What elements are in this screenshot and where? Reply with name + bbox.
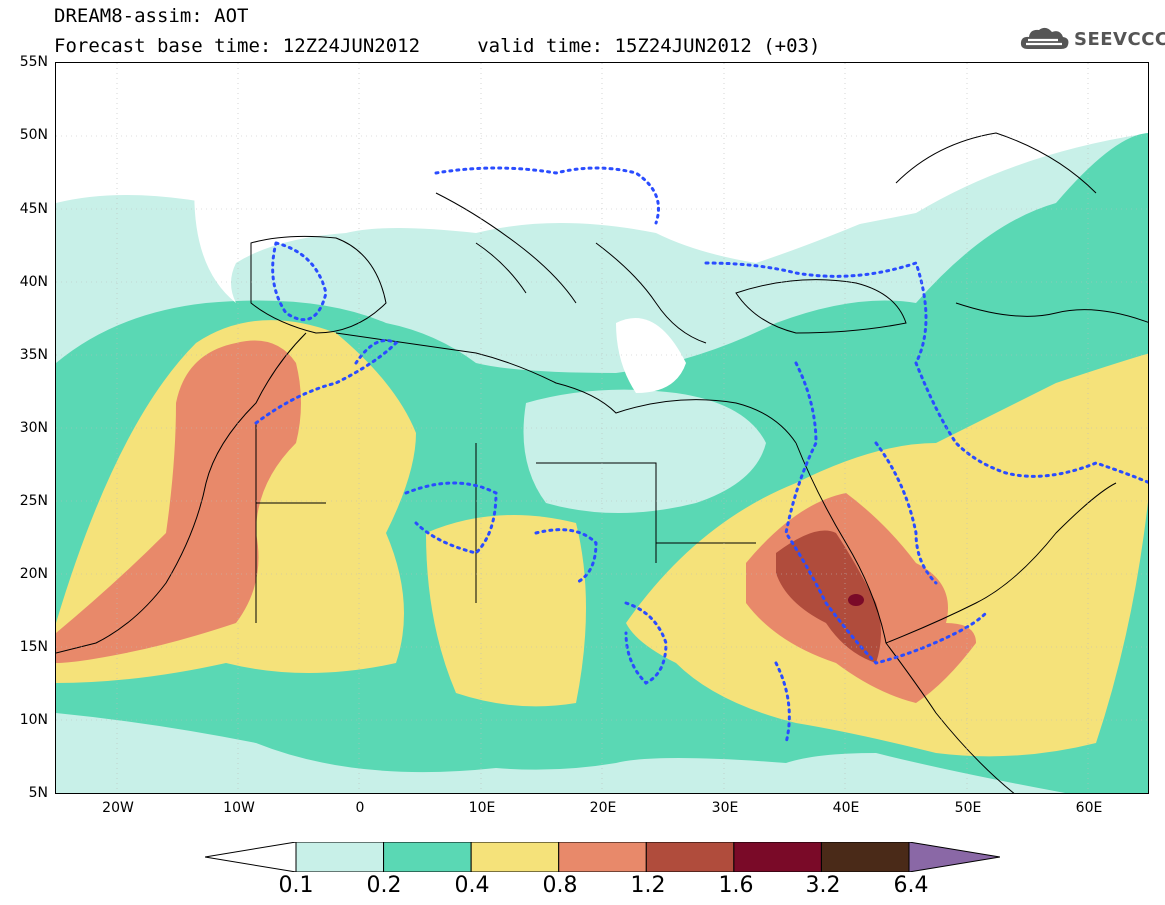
lon-tick-label: 0 bbox=[355, 800, 365, 816]
dotted-contours bbox=[254, 166, 1148, 745]
lon-tick-label: 20W bbox=[102, 800, 134, 816]
colorbar-swatch bbox=[383, 842, 472, 872]
lat-tick-label: 20N bbox=[19, 566, 48, 582]
colorbar-swatch bbox=[733, 842, 822, 872]
colorbar-level-label: 0.2 bbox=[366, 873, 402, 898]
colorbar-level-label: 0.4 bbox=[454, 873, 490, 898]
forecast-time-subtitle: Forecast base time: 12Z24JUN2012 valid t… bbox=[54, 35, 821, 57]
colorbar-level-label: 1.6 bbox=[718, 873, 754, 898]
aot-band-1.2 bbox=[776, 530, 881, 663]
aot-map bbox=[55, 62, 1149, 794]
lat-tick-label: 45N bbox=[19, 201, 48, 217]
aot-patch bbox=[523, 389, 766, 513]
aot-patch bbox=[616, 318, 686, 393]
colorbar-swatch bbox=[470, 842, 560, 872]
colorbar bbox=[205, 842, 1000, 872]
lat-tick-label: 5N bbox=[28, 785, 48, 801]
lon-tick-label: 40E bbox=[832, 800, 860, 816]
seevccc-logo: SEEVCCC bbox=[1018, 24, 1165, 54]
colorbar-lower-arrow bbox=[205, 842, 297, 872]
aot-band-1.6 bbox=[848, 594, 864, 606]
lat-tick-label: 40N bbox=[19, 274, 48, 290]
lat-tick-label: 55N bbox=[19, 54, 48, 70]
colorbar-level-label: 6.4 bbox=[893, 873, 929, 898]
colorbar-level-label: 0.1 bbox=[278, 873, 314, 898]
lat-tick-label: 15N bbox=[19, 639, 48, 655]
aot-patch bbox=[426, 515, 586, 707]
lat-tick-label: 50N bbox=[19, 127, 48, 143]
colorbar-swatch bbox=[820, 842, 910, 872]
colorbar-level-label: 1.2 bbox=[630, 873, 666, 898]
lon-tick-label: 60E bbox=[1075, 800, 1103, 816]
logo-text: SEEVCCC bbox=[1074, 28, 1165, 50]
map-title: DREAM8-assim: AOT bbox=[54, 5, 249, 27]
colorbar-level-label: 0.8 bbox=[542, 873, 578, 898]
lon-tick-label: 50E bbox=[954, 800, 982, 816]
lat-tick-label: 25N bbox=[19, 493, 48, 509]
colorbar-swatch bbox=[558, 842, 647, 872]
lat-tick-label: 10N bbox=[19, 712, 48, 728]
colorbar-level-label: 3.2 bbox=[805, 873, 841, 898]
cloud-icon bbox=[1020, 27, 1069, 49]
lon-tick-label: 10W bbox=[223, 800, 255, 816]
lon-tick-label: 10E bbox=[468, 800, 496, 816]
colorbar-swatch bbox=[645, 842, 735, 872]
colorbar-swatch bbox=[295, 842, 385, 872]
colorbar-upper-arrow bbox=[908, 842, 1000, 872]
aot-field bbox=[56, 63, 1148, 793]
lat-tick-label: 30N bbox=[19, 420, 48, 436]
lon-tick-label: 30E bbox=[711, 800, 739, 816]
graticule bbox=[56, 63, 1148, 793]
lat-tick-label: 35N bbox=[19, 347, 48, 363]
coastlines bbox=[56, 132, 1148, 793]
lon-tick-label: 20E bbox=[589, 800, 617, 816]
